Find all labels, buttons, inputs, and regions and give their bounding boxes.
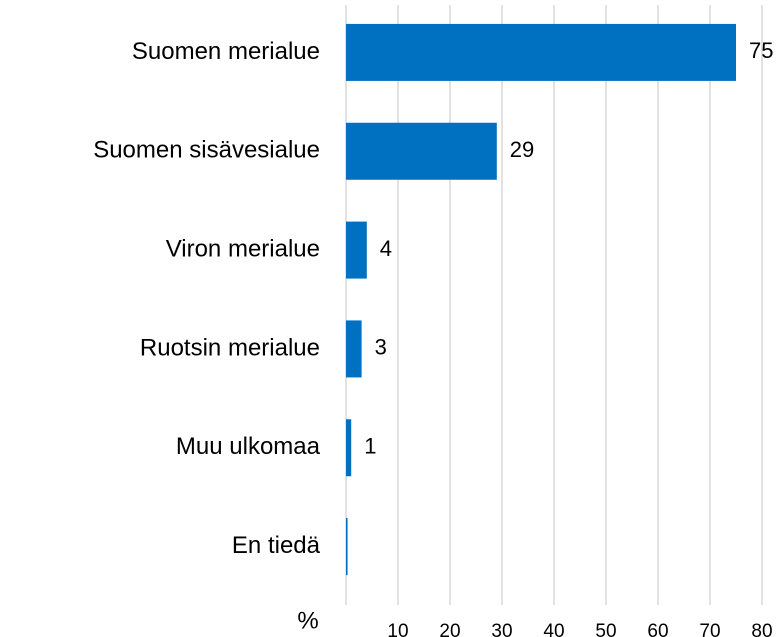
bar bbox=[346, 221, 367, 279]
bar bbox=[346, 419, 352, 477]
x-tick-label: 60 bbox=[647, 621, 668, 637]
x-tick-label: 70 bbox=[699, 621, 720, 637]
y-tick-label: Muu ulkomaa bbox=[176, 433, 321, 460]
x-tick-label: 20 bbox=[439, 621, 460, 637]
x-tick-label: 30 bbox=[491, 621, 512, 637]
x-tick-label: 80 bbox=[751, 621, 772, 637]
value-label: 3 bbox=[375, 335, 387, 360]
y-tick-label: Viron merialue bbox=[166, 235, 320, 262]
x-tick-label: 40 bbox=[543, 621, 564, 637]
y-tick-label: Ruotsin merialue bbox=[140, 334, 320, 361]
x-tick-label: 50 bbox=[595, 621, 616, 637]
y-tick-label: En tiedä bbox=[232, 532, 321, 559]
y-tick-label: Suomen merialue bbox=[132, 38, 320, 65]
y-tick-label: Suomen sisävesialue bbox=[93, 137, 320, 164]
value-label: 1 bbox=[364, 434, 376, 459]
bar bbox=[346, 23, 736, 81]
value-label: 75 bbox=[749, 38, 773, 63]
value-label: 4 bbox=[380, 236, 392, 261]
bar bbox=[346, 122, 497, 180]
value-label: 29 bbox=[510, 137, 534, 162]
x-axis-label: % bbox=[297, 607, 318, 634]
bar bbox=[346, 518, 348, 576]
bar bbox=[346, 320, 362, 378]
x-tick-label: 10 bbox=[387, 621, 408, 637]
